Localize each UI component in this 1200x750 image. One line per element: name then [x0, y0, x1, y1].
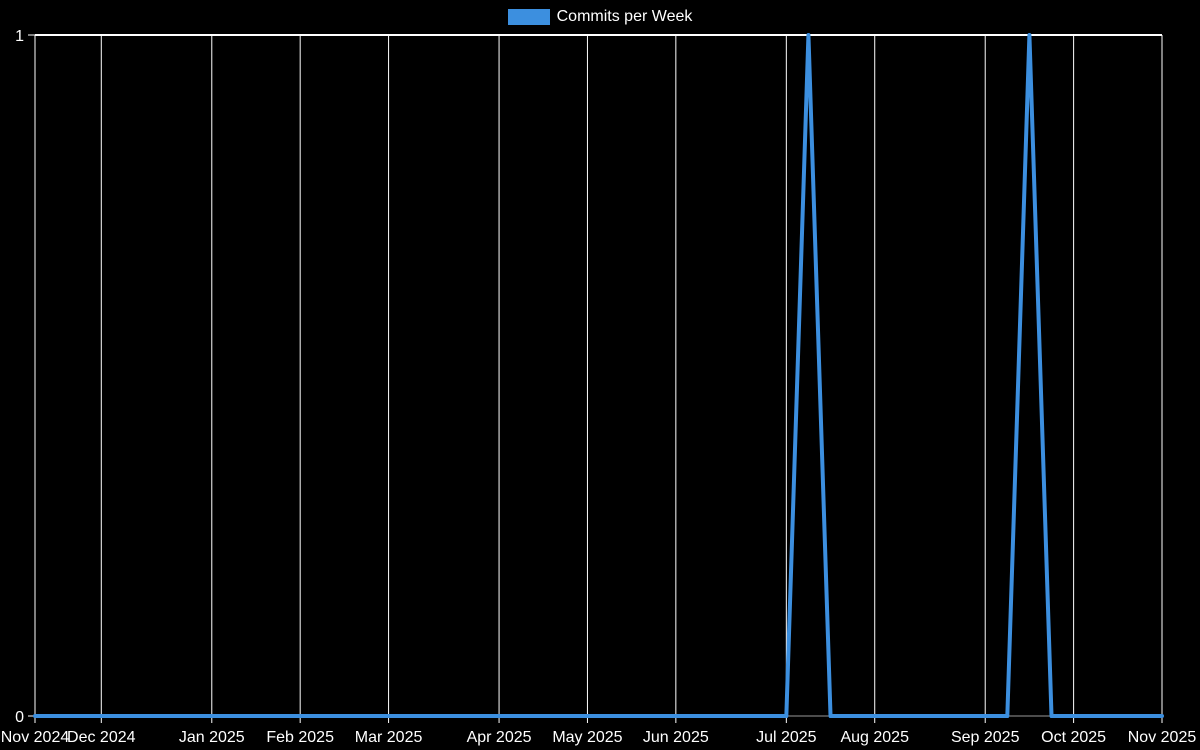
x-tick-label: Aug 2025	[840, 729, 909, 746]
x-tick-label: Sep 2025	[951, 729, 1020, 746]
x-tick-label: Mar 2025	[355, 729, 423, 746]
y-tick-label: 0	[15, 709, 24, 726]
chart-legend: Commits per Week	[0, 8, 1200, 26]
x-tick-label: May 2025	[552, 729, 622, 746]
legend-label: Commits per Week	[556, 8, 693, 25]
x-tick-label: Feb 2025	[266, 729, 334, 746]
x-tick-label: Nov 2025	[1128, 729, 1197, 746]
x-tick-label: Apr 2025	[467, 729, 532, 746]
y-tick-label: 1	[15, 28, 24, 45]
data-line-commits-per-week	[33, 33, 1164, 718]
legend-swatch	[507, 9, 550, 25]
x-tick-label: Jun 2025	[643, 729, 709, 746]
x-tick-label: Nov 2024	[1, 729, 70, 746]
x-tick-label: Jan 2025	[179, 729, 245, 746]
x-tick-label: Dec 2024	[67, 729, 136, 746]
x-tick-label: Jul 2025	[756, 729, 817, 746]
x-tick-label: Oct 2025	[1041, 729, 1106, 746]
